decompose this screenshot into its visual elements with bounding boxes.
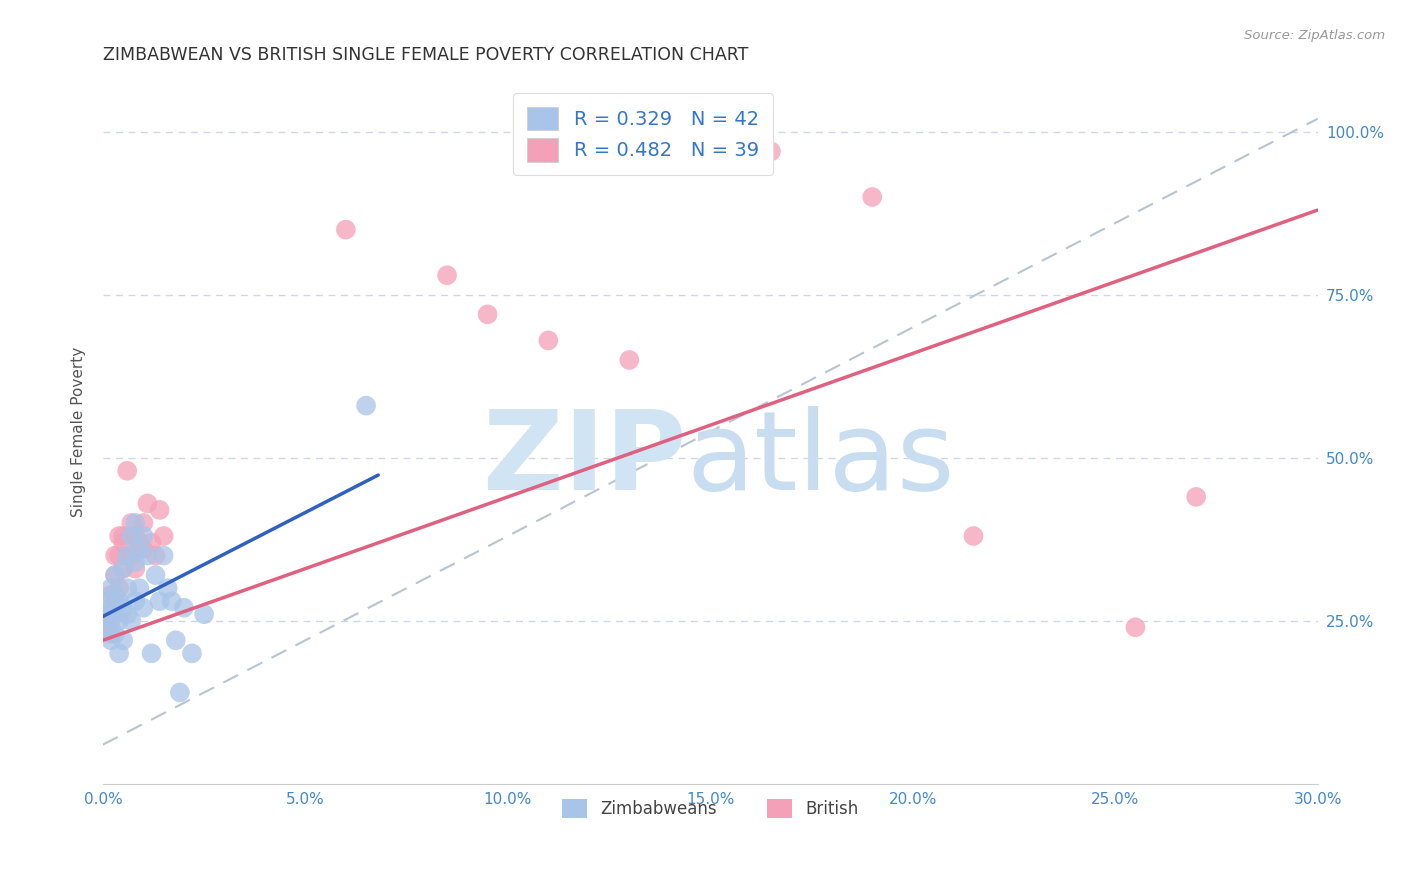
Point bbox=[108, 529, 131, 543]
Point bbox=[120, 549, 142, 563]
Point bbox=[104, 588, 127, 602]
Text: atlas: atlas bbox=[686, 407, 955, 514]
Point bbox=[156, 581, 179, 595]
Point bbox=[132, 542, 155, 557]
Point bbox=[104, 627, 127, 641]
Point bbox=[96, 607, 118, 622]
Point bbox=[193, 607, 215, 622]
Point bbox=[136, 496, 159, 510]
Point bbox=[335, 222, 357, 236]
Point bbox=[120, 529, 142, 543]
Point bbox=[112, 529, 135, 543]
Point bbox=[124, 594, 146, 608]
Text: ZIMBABWEAN VS BRITISH SINGLE FEMALE POVERTY CORRELATION CHART: ZIMBABWEAN VS BRITISH SINGLE FEMALE POVE… bbox=[103, 46, 748, 64]
Point bbox=[100, 581, 122, 595]
Point bbox=[860, 190, 883, 204]
Point bbox=[112, 633, 135, 648]
Point bbox=[96, 594, 118, 608]
Point bbox=[104, 549, 127, 563]
Point bbox=[115, 464, 138, 478]
Point bbox=[112, 561, 135, 575]
Point bbox=[128, 535, 150, 549]
Point bbox=[112, 535, 135, 549]
Point bbox=[104, 607, 127, 622]
Point bbox=[962, 529, 984, 543]
Point bbox=[537, 334, 560, 348]
Point bbox=[720, 137, 742, 152]
Point bbox=[100, 633, 122, 648]
Point bbox=[108, 614, 131, 628]
Point bbox=[149, 594, 172, 608]
Point bbox=[115, 581, 138, 595]
Point bbox=[1185, 490, 1208, 504]
Point bbox=[136, 549, 159, 563]
Point bbox=[759, 145, 782, 159]
Point bbox=[120, 614, 142, 628]
Point bbox=[145, 549, 167, 563]
Point bbox=[132, 600, 155, 615]
Point bbox=[104, 568, 127, 582]
Point bbox=[173, 600, 195, 615]
Point bbox=[124, 529, 146, 543]
Legend: Zimbabweans, British: Zimbabweans, British bbox=[555, 792, 865, 825]
Point bbox=[145, 568, 167, 582]
Point bbox=[108, 646, 131, 660]
Point bbox=[141, 646, 163, 660]
Text: ZIP: ZIP bbox=[482, 407, 686, 514]
Point bbox=[100, 588, 122, 602]
Point bbox=[100, 614, 122, 628]
Point bbox=[619, 353, 641, 368]
Point bbox=[181, 646, 204, 660]
Point bbox=[477, 307, 499, 321]
Point bbox=[104, 594, 127, 608]
Point bbox=[108, 549, 131, 563]
Point bbox=[1125, 620, 1147, 634]
Point bbox=[132, 516, 155, 530]
Point bbox=[104, 568, 127, 582]
Point bbox=[128, 542, 150, 557]
Point bbox=[115, 549, 138, 563]
Point bbox=[124, 561, 146, 575]
Point bbox=[108, 581, 131, 595]
Point bbox=[115, 549, 138, 563]
Point bbox=[112, 561, 135, 575]
Point bbox=[152, 529, 174, 543]
Point bbox=[96, 620, 118, 634]
Point bbox=[160, 594, 183, 608]
Point bbox=[132, 529, 155, 543]
Point bbox=[149, 503, 172, 517]
Point bbox=[124, 555, 146, 569]
Point bbox=[112, 600, 135, 615]
Point bbox=[141, 535, 163, 549]
Point bbox=[169, 685, 191, 699]
Point bbox=[120, 516, 142, 530]
Point bbox=[165, 633, 187, 648]
Point bbox=[124, 516, 146, 530]
Y-axis label: Single Female Poverty: Single Female Poverty bbox=[72, 347, 86, 516]
Point bbox=[108, 594, 131, 608]
Point bbox=[100, 627, 122, 641]
Point bbox=[354, 399, 377, 413]
Point bbox=[100, 607, 122, 622]
Point bbox=[128, 581, 150, 595]
Point bbox=[96, 607, 118, 622]
Text: Source: ZipAtlas.com: Source: ZipAtlas.com bbox=[1244, 29, 1385, 42]
Point bbox=[96, 620, 118, 634]
Point bbox=[436, 268, 458, 283]
Point bbox=[152, 549, 174, 563]
Point bbox=[100, 600, 122, 615]
Point bbox=[115, 607, 138, 622]
